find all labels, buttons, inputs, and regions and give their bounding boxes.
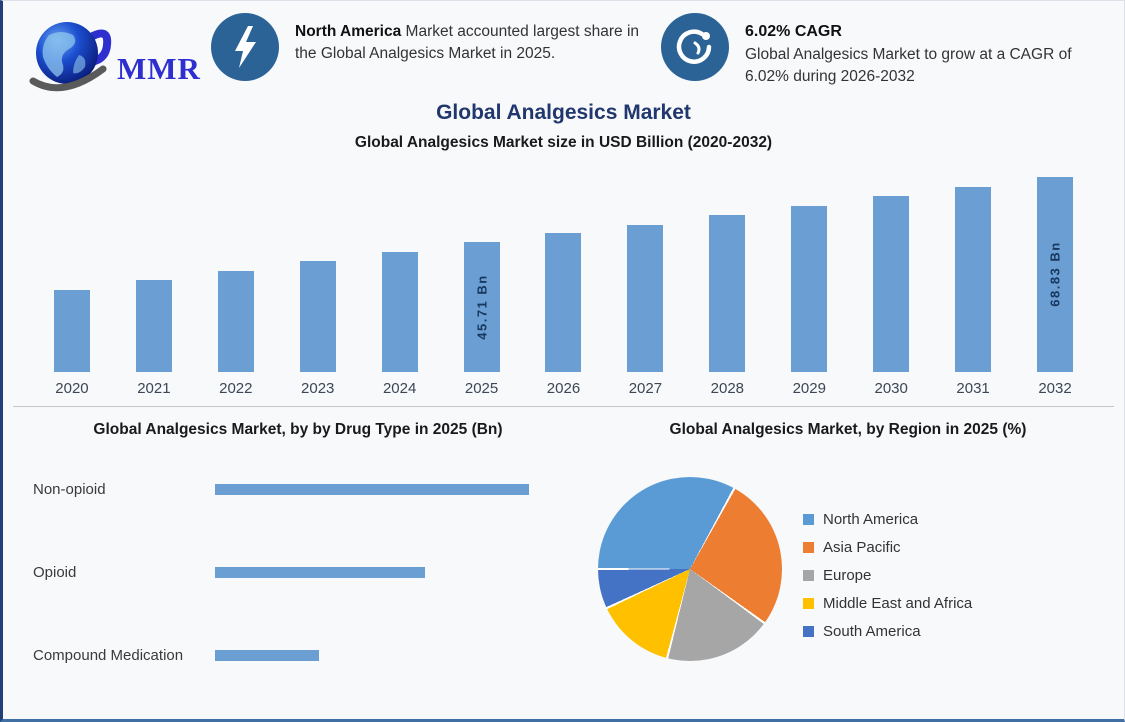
x-axis-label-2030: 2030 bbox=[874, 380, 908, 397]
x-axis-label-2026: 2026 bbox=[546, 380, 581, 397]
page-title: Global Analgesics Market bbox=[436, 101, 691, 124]
hbar-row: Compound Medication bbox=[33, 644, 578, 666]
section-divider bbox=[13, 406, 1114, 407]
callout-cagr-text: 6.02% CAGR Global Analgesics Market to g… bbox=[745, 13, 1111, 88]
bar-column-2025: 45.71 Bn bbox=[441, 172, 523, 372]
cagr-growth-icon bbox=[661, 13, 729, 81]
x-axis-label-2021: 2021 bbox=[137, 380, 171, 397]
x-axis-label-2022: 2022 bbox=[219, 380, 253, 397]
callout-cagr: 6.02% CAGR Global Analgesics Market to g… bbox=[661, 13, 1111, 88]
hbar-row: Non-opioid bbox=[33, 478, 578, 500]
bar-2030 bbox=[873, 196, 910, 372]
legend-label: Europe bbox=[823, 566, 872, 584]
bar-column-2029 bbox=[768, 172, 850, 372]
legend-label: South America bbox=[823, 622, 921, 640]
bar-column-2026 bbox=[523, 172, 605, 372]
cagr-value: 6.02% CAGR bbox=[745, 23, 842, 40]
bar-2020 bbox=[53, 289, 90, 372]
bar-2022 bbox=[217, 270, 254, 372]
x-axis-label-2031: 2031 bbox=[956, 380, 990, 397]
lightning-bolt-icon bbox=[211, 13, 279, 81]
bar-column-2032: 68.83 Bn bbox=[1014, 172, 1096, 372]
bar-2021 bbox=[135, 279, 172, 372]
hbar-compound-medication bbox=[215, 649, 320, 661]
bar-2028 bbox=[709, 214, 746, 372]
bar-column-2031 bbox=[932, 172, 1014, 372]
bar-column-2020 bbox=[31, 172, 113, 372]
region-chart-title: Global Analgesics Market, by Region in 2… bbox=[669, 421, 1027, 438]
hbar-category-label: Compound Medication bbox=[33, 646, 184, 664]
drug-type-chart-title: Global Analgesics Market, by by Drug Typ… bbox=[93, 421, 503, 438]
bar-column-2024 bbox=[359, 172, 441, 372]
bar-column-2021 bbox=[113, 172, 195, 372]
x-axis-label-2032: 2032 bbox=[1038, 380, 1072, 397]
hbar-category-label: Opioid bbox=[33, 563, 77, 581]
x-axis-label-2023: 2023 bbox=[301, 380, 335, 397]
bar-column-2027 bbox=[604, 172, 686, 372]
hbar-row: Opioid bbox=[33, 561, 578, 583]
x-axis-label-2020: 2020 bbox=[55, 380, 89, 397]
legend-swatch-icon bbox=[803, 597, 814, 609]
legend-swatch-icon bbox=[803, 513, 814, 525]
callout-north-america: North America Market accounted largest s… bbox=[211, 13, 651, 81]
hbar-opioid bbox=[215, 566, 425, 578]
x-axis-label-2028: 2028 bbox=[710, 380, 745, 397]
x-axis-labels: 2020 2021 2022 2023 2024 2025 2026 2027 2028 2029… bbox=[31, 380, 1096, 397]
x-axis-label-2027: 2027 bbox=[628, 380, 663, 397]
market-size-bar-chart: 45.71 Bn 68.83 Bn bbox=[31, 172, 1096, 372]
hbar-category-label: Non-opioid bbox=[33, 480, 106, 498]
bar-2027 bbox=[627, 224, 664, 372]
legend-label: Asia Pacific bbox=[823, 538, 901, 556]
legend-item-asia-pacific: Asia Pacific bbox=[803, 533, 972, 561]
drug-type-bar-chart: Non-opioid Opioid Compound Medication bbox=[33, 478, 578, 719]
bar-2024 bbox=[381, 251, 418, 372]
legend-swatch-icon bbox=[803, 541, 814, 553]
pie-legend: North America Asia Pacific Europe Middle Ea… bbox=[803, 505, 972, 645]
legend-item-north-america: North America bbox=[803, 505, 972, 533]
x-axis-label-2025: 2025 bbox=[464, 380, 499, 397]
bar-2026 bbox=[545, 233, 582, 372]
legend-item-europe: Europe bbox=[803, 561, 972, 589]
legend-swatch-icon bbox=[803, 625, 814, 637]
legend-swatch-icon bbox=[803, 569, 814, 581]
legend-item-south-america: South America bbox=[803, 617, 972, 645]
callout-north-america-text: North America Market accounted largest s… bbox=[295, 23, 640, 62]
bar-value-label-2032: 68.83 Bn bbox=[1047, 241, 1063, 308]
x-axis-label-2029: 2029 bbox=[792, 380, 826, 397]
globe-logo-icon bbox=[29, 22, 112, 92]
bar-column-2028 bbox=[686, 172, 768, 372]
bar-2025: 45.71 Bn bbox=[463, 242, 500, 372]
legend-label: North America bbox=[823, 510, 919, 528]
callout-highlight: North America bbox=[295, 23, 402, 40]
legend-item-middle-east-and-africa: Middle East and Africa bbox=[803, 589, 972, 617]
hbar-non-opioid bbox=[215, 483, 530, 495]
mmr-logo: MMR bbox=[29, 15, 219, 99]
bar-chart-title: Global Analgesics Market size in USD Bil… bbox=[354, 134, 773, 151]
brand-name: MMR bbox=[117, 51, 201, 86]
bar-column-2022 bbox=[195, 172, 277, 372]
bar-2032: 68.83 Bn bbox=[1037, 176, 1074, 372]
bar-2029 bbox=[791, 205, 828, 372]
x-axis-label-2024: 2024 bbox=[382, 380, 417, 397]
bar-2023 bbox=[299, 260, 336, 372]
bar-column-2030 bbox=[850, 172, 932, 372]
bar-column-2023 bbox=[277, 172, 359, 372]
region-pie-chart bbox=[598, 477, 782, 661]
legend-label: Middle East and Africa bbox=[823, 594, 973, 612]
bar-value-label-2025: 45.71 Bn bbox=[474, 274, 490, 340]
bar-2031 bbox=[955, 186, 992, 372]
